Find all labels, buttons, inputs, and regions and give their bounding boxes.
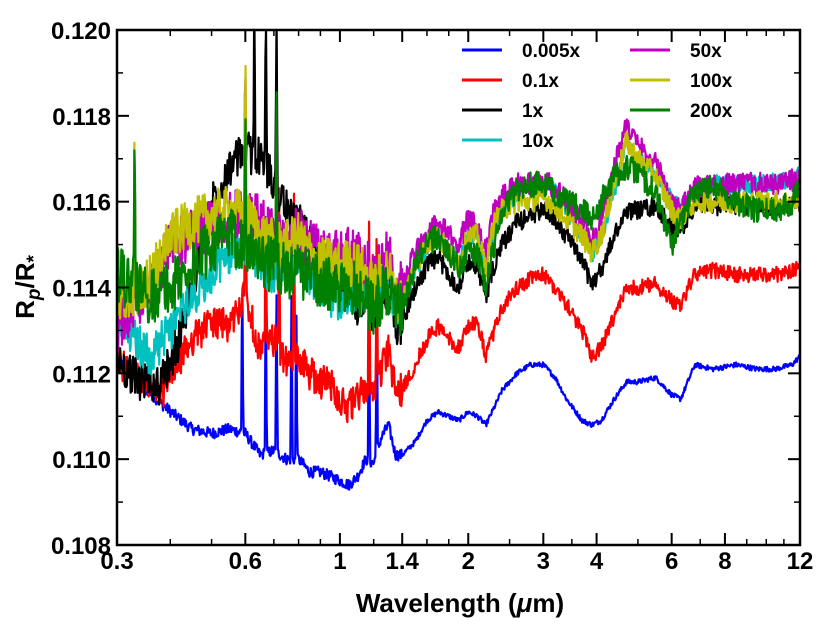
legend-label: 200x [690,101,733,122]
legend: 0.005x 0.1x 1x 10x 50x 100x 200x [462,41,733,152]
series-line-1x [117,30,800,406]
y-tick-label: 0.114 [52,276,111,303]
series-line-200x [117,91,800,337]
x-tick-label: 1.4 [386,548,420,575]
legend-label: 100x [690,71,733,92]
y-axis-title-slash: /R [10,262,40,288]
y-axis-title: Rp/R* [10,255,45,319]
ticks-layer [116,29,801,546]
x-axis-title-mu: μ [516,588,533,618]
x-tick-label: 3 [537,548,550,575]
y-axis-title-sub-p: p [24,289,45,302]
x-tick-label: 6 [665,548,678,575]
y-tick-label: 0.108 [51,533,111,560]
x-tick-label: 0.6 [229,548,262,575]
x-axis-title-pre: Wavelength ( [356,588,517,618]
series-layer [117,30,800,491]
y-tick-label: 0.118 [52,104,111,131]
tick-labels-layer: 0.3 0.6 1 1.4 2 3 4 6 8 12 0.108 0.110 0.112 0.114 0.1… [51,18,813,575]
legend-label: 50x [690,41,722,62]
y-axis-title-sub-star: * [24,255,45,263]
series-line-0.005x [117,292,800,491]
series-line-0.1x [117,171,800,424]
series-line-10x [117,132,800,375]
legend-label: 1x [522,101,544,122]
x-tick-label: 4 [590,548,604,575]
y-axis-title-r: R [10,300,40,319]
x-axis-title-post: m) [532,588,564,618]
x-tick-label: 1 [333,548,346,575]
y-tick-label: 0.112 [52,361,111,388]
y-tick-label: 0.116 [52,190,111,217]
x-tick-label: 2 [462,548,475,575]
x-tick-label: 8 [718,548,731,575]
x-tick-label: 12 [787,548,814,575]
legend-label: 0.1x [522,71,559,92]
legend-label: 0.005x [522,41,581,62]
legend-label: 10x [522,131,554,152]
x-tick-label: 0.3 [100,548,133,575]
y-tick-label: 0.110 [52,447,111,474]
x-axis-title: Wavelength (μm) [356,588,564,618]
y-tick-label: 0.120 [51,18,111,45]
